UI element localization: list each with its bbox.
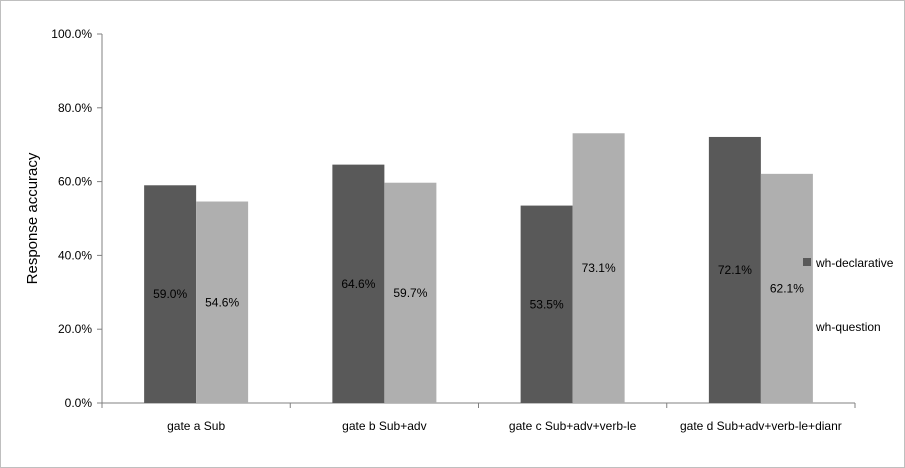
data-labels: 59.0% 54.6% 64.6% 59.7% 53.5% 73.1% 72.1% 62.1% xyxy=(153,261,804,311)
bars xyxy=(144,133,813,404)
legend: wh-declarative wh-question xyxy=(803,256,894,334)
bar-wh-question xyxy=(760,173,813,403)
data-label: 59.0% xyxy=(153,287,187,301)
x-category-label: gate b Sub+adv xyxy=(342,419,426,433)
x-category-label: gate a Sub xyxy=(167,419,225,433)
bar-wh-declarative xyxy=(144,185,197,403)
y-tick-label: 40.0% xyxy=(58,248,92,262)
bar-wh-question xyxy=(196,201,249,403)
y-tick-label: 80.0% xyxy=(58,101,92,115)
data-label: 59.7% xyxy=(393,286,427,300)
data-label: 54.6% xyxy=(205,295,239,309)
bar-wh-declarative xyxy=(520,205,573,403)
bar-wh-declarative xyxy=(332,164,385,403)
y-tick-label: 20.0% xyxy=(58,322,92,336)
y-tick-label: 0.0% xyxy=(65,396,93,410)
x-category-label: gate d Sub+adv+verb-le+dianr xyxy=(680,419,842,433)
legend-label: wh-question xyxy=(815,320,881,334)
legend-label: wh-declarative xyxy=(815,256,894,270)
y-axis-label: Response accuracy xyxy=(24,152,41,284)
legend-swatch xyxy=(803,258,811,266)
data-label: 72.1% xyxy=(718,263,752,277)
bar-wh-question xyxy=(572,133,625,404)
bar-wh-question xyxy=(384,182,437,403)
data-label: 53.5% xyxy=(530,297,564,311)
data-label: 73.1% xyxy=(582,261,616,275)
bar-wh-declarative xyxy=(708,136,761,404)
x-category-label: gate c Sub+adv+verb-le xyxy=(509,419,637,433)
legend-swatch xyxy=(803,322,811,330)
data-label: 64.6% xyxy=(341,277,375,291)
data-label: 62.1% xyxy=(770,281,804,295)
y-tick-label: 60.0% xyxy=(58,175,92,189)
y-tick-label: 100.0% xyxy=(51,27,92,41)
